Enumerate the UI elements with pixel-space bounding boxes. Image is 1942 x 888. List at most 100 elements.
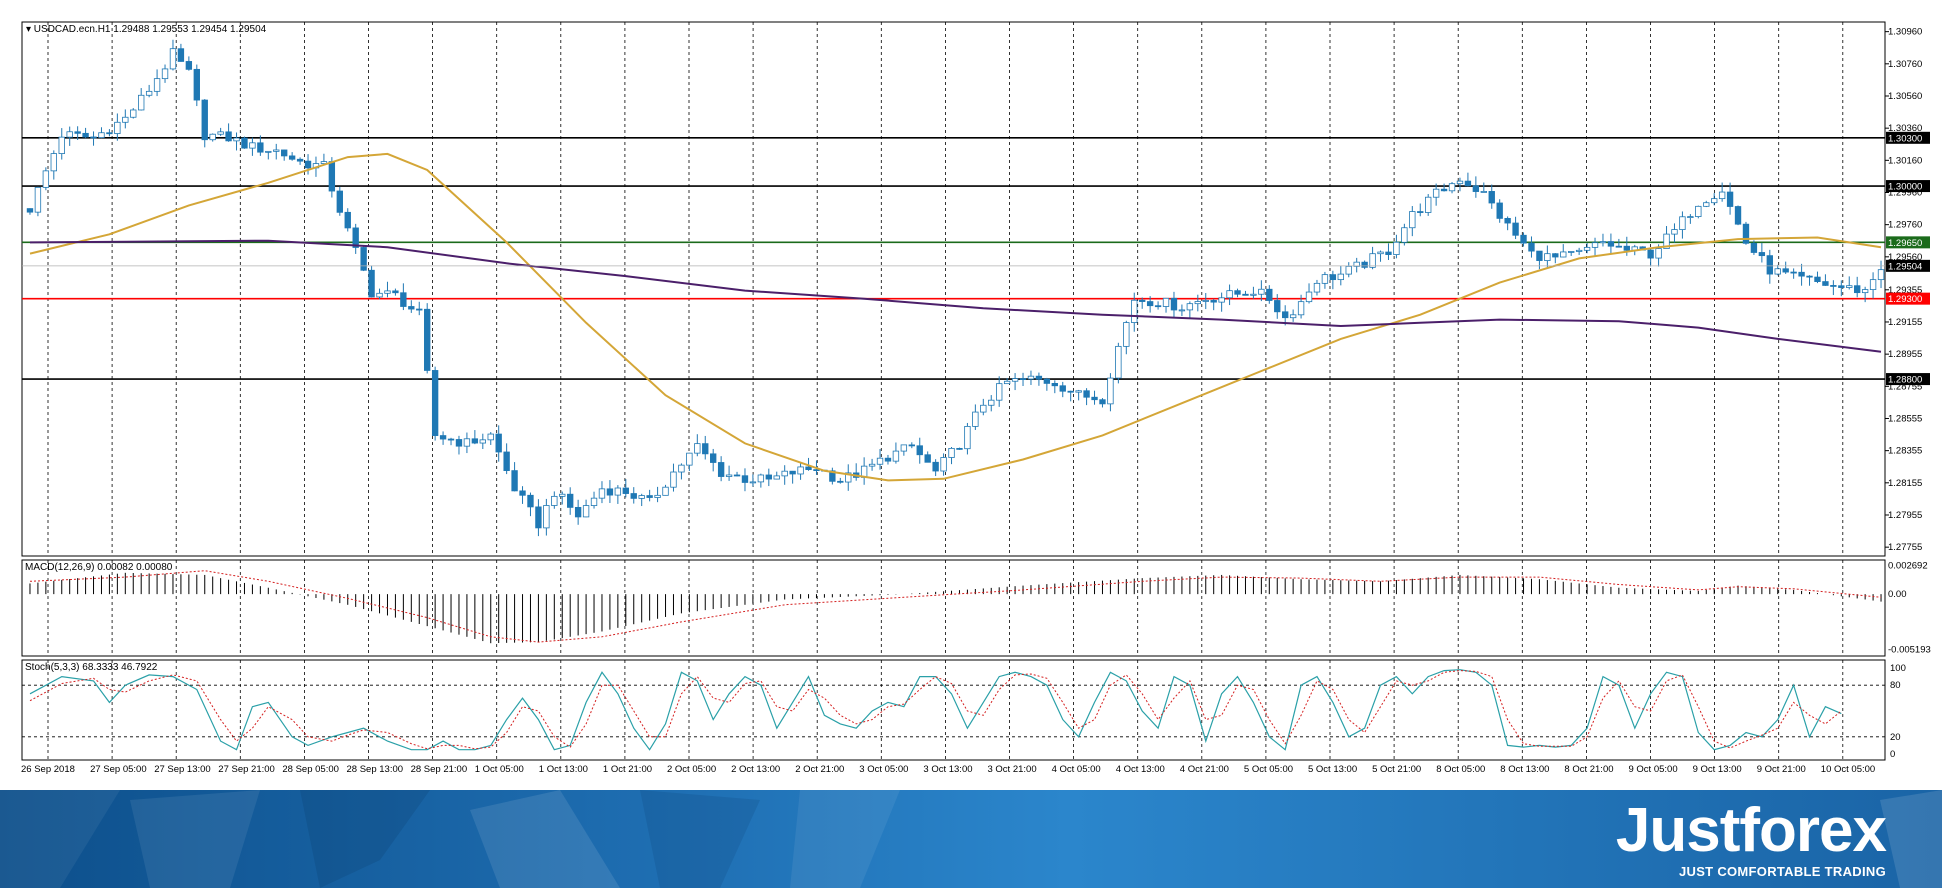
candle-body — [988, 399, 995, 406]
x-tick-label: 27 Sep 13:00 — [154, 764, 211, 775]
banner-decoration — [0, 790, 1942, 888]
candle-body — [1560, 251, 1567, 258]
candle-body — [130, 109, 137, 118]
candle-body — [797, 466, 804, 475]
candle-body — [58, 136, 65, 154]
x-tick-label: 8 Oct 21:00 — [1564, 764, 1613, 775]
candle-body — [622, 487, 629, 494]
candle-body — [161, 68, 169, 80]
price-level-label: 1.30300 — [1888, 133, 1922, 144]
candle-body — [431, 370, 439, 436]
candle-body — [360, 247, 367, 271]
candle-body — [725, 474, 733, 477]
candle-body — [757, 474, 765, 483]
candle-body — [1313, 282, 1321, 293]
candle-body — [924, 454, 931, 463]
x-tick-label: 9 Oct 21:00 — [1757, 764, 1806, 775]
y-tick-label: 1.28355 — [1888, 446, 1922, 457]
candle-body — [114, 121, 121, 134]
candle-body — [1758, 252, 1766, 257]
candle-body — [1869, 279, 1877, 290]
candle-body — [1067, 390, 1074, 393]
x-tick-label: 5 Oct 13:00 — [1308, 764, 1357, 775]
candle-body — [1798, 271, 1805, 277]
candle-body — [169, 48, 177, 70]
candle-body — [1504, 217, 1511, 224]
candle-body — [1687, 216, 1694, 218]
candle-body — [50, 153, 57, 172]
candle-body — [122, 116, 129, 123]
candle-body — [138, 94, 145, 111]
y-tick-label: 1.29560 — [1888, 252, 1922, 263]
candle-body — [1464, 180, 1472, 187]
candle-body — [543, 505, 550, 529]
stoch-d-line — [29, 670, 1842, 750]
price-level-label: 1.29300 — [1888, 294, 1922, 305]
candle-body — [1027, 375, 1035, 380]
x-tick-label: 4 Oct 21:00 — [1180, 764, 1229, 775]
candle-body — [1051, 383, 1058, 387]
candle-body — [34, 186, 42, 213]
candle-body — [765, 474, 772, 480]
candle-body — [1353, 261, 1360, 267]
candle-body — [185, 61, 193, 70]
candle-body — [876, 457, 884, 465]
candle-body — [1440, 188, 1448, 192]
candle-body — [606, 488, 614, 496]
candle-body — [614, 487, 622, 496]
candle-body — [1075, 390, 1082, 393]
candle-body — [1544, 253, 1551, 261]
candle-body — [1512, 222, 1519, 236]
price-level-tag — [1886, 180, 1930, 193]
candle-body — [352, 227, 359, 248]
candle-body — [1877, 269, 1885, 281]
candle-body — [1417, 211, 1424, 213]
candle-body — [1599, 241, 1607, 244]
candle-body — [1528, 242, 1535, 252]
candle-body — [1575, 249, 1583, 252]
candle-body — [1568, 251, 1575, 253]
candle-body — [225, 131, 232, 142]
candle-body — [1019, 378, 1027, 380]
candle-body — [336, 190, 343, 213]
x-tick-label: 28 Sep 05:00 — [282, 764, 339, 775]
candle-body — [1822, 281, 1829, 286]
candle-body — [1305, 291, 1313, 303]
candle-body — [1202, 300, 1209, 302]
candle-body — [26, 208, 34, 213]
y-tick-label: 1.29960 — [1888, 187, 1922, 198]
candle-body — [304, 160, 312, 169]
candle-body — [1726, 191, 1734, 207]
candle-body — [233, 137, 240, 142]
candle-body — [1115, 345, 1122, 379]
candle-body — [1107, 377, 1114, 405]
candle-body — [1266, 288, 1273, 301]
x-tick-label: 2 Oct 21:00 — [795, 764, 844, 775]
x-tick-label: 4 Oct 05:00 — [1052, 764, 1101, 775]
candle-body — [1297, 301, 1305, 316]
x-tick-label: 5 Oct 05:00 — [1244, 764, 1293, 775]
chart-area: 26 Sep 2018 27 Sep 05:00 27 Sep 13:00 27 Se… — [21, 21, 1931, 775]
stoch-y-tick-label: 20 — [1890, 732, 1901, 743]
x-tick-label: 1 Oct 21:00 — [603, 764, 652, 775]
candle-body — [964, 426, 971, 450]
candle-body — [193, 68, 200, 101]
price-level-label: 1.28800 — [1888, 375, 1922, 386]
x-tick-label: 8 Oct 05:00 — [1436, 764, 1485, 775]
candle-body — [559, 493, 566, 497]
candle-body — [996, 383, 1003, 401]
candle-body — [416, 308, 423, 311]
candle-body — [1409, 211, 1416, 229]
y-tick-label: 1.30560 — [1888, 91, 1922, 102]
candle-body — [741, 475, 749, 483]
candle-body — [487, 433, 494, 441]
price-level-tag — [1886, 292, 1930, 305]
candle-body — [66, 131, 73, 138]
x-tick-label: 8 Oct 13:00 — [1500, 764, 1549, 775]
macd-y-tick-label: 0.002692 — [1888, 560, 1928, 571]
stoch-y-tick-label: 0 — [1890, 749, 1895, 760]
candle-body — [1806, 275, 1813, 278]
x-tick-label: 27 Sep 21:00 — [218, 764, 275, 775]
y-tick-label: 1.28155 — [1888, 478, 1922, 489]
candle-body — [1393, 241, 1400, 255]
